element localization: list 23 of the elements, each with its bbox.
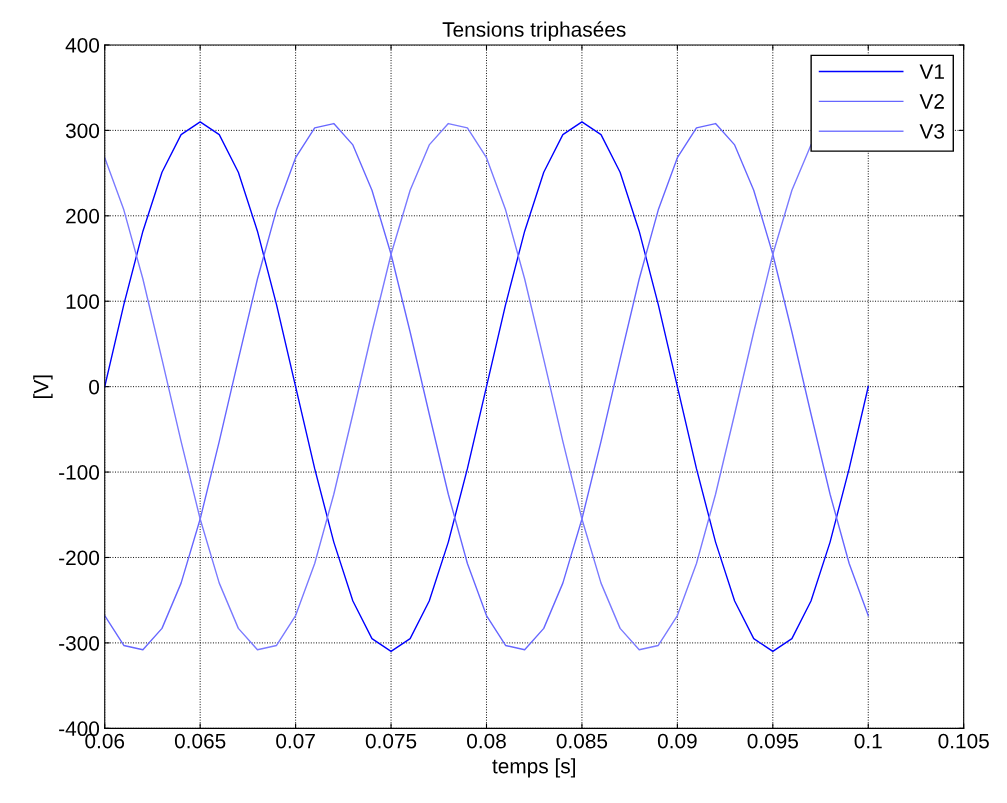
x-tick-label: 0.095 [747, 733, 799, 749]
x-tick-label: 0.09 [657, 733, 697, 749]
x-tick-label: 0.065 [174, 733, 226, 749]
legend-label: V2 [919, 94, 944, 109]
y-tick-label: -200 [59, 550, 100, 566]
y-tick-label: -100 [59, 465, 100, 480]
y-tick-label: -300 [59, 635, 100, 651]
x-tick-label: 0.105 [938, 733, 989, 749]
y-tick-label: 400 [65, 37, 100, 53]
legend-label: V3 [919, 123, 945, 139]
x-axis-title: temps [s] [492, 758, 575, 778]
x-tick-label: 0.075 [365, 733, 417, 749]
y-tick-label: 300 [65, 123, 100, 139]
x-tick-label: 0.1 [854, 733, 882, 749]
y-axis-title: [V] [33, 375, 53, 398]
chart-title: Tensions triphasées [442, 21, 626, 41]
y-tick-label: 200 [66, 208, 100, 224]
legend-label: V1 [919, 64, 944, 79]
x-tick-label: 0.07 [276, 733, 315, 749]
x-tick-label: 0.085 [556, 733, 608, 749]
y-tick-label: 0 [89, 379, 100, 395]
y-tick-label: 100 [66, 294, 100, 309]
x-tick-label: 0.08 [467, 733, 506, 749]
